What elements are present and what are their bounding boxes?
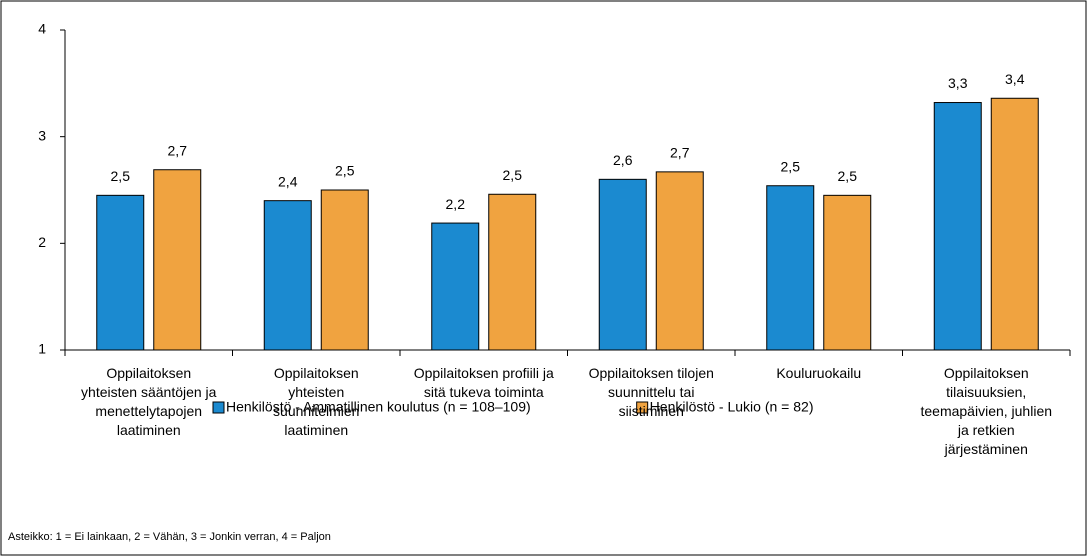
data-label: 3,3	[948, 75, 968, 91]
bar	[320, 189, 369, 351]
legend-swatch	[212, 401, 225, 414]
y-tick-label: 2	[38, 234, 46, 250]
x-tick-label: Oppilaitoksen yhteisten sääntöjen ja men…	[81, 365, 217, 438]
bar	[823, 194, 872, 351]
data-label: 3,4	[1005, 71, 1025, 87]
data-label: 2,7	[670, 145, 690, 161]
x-tick-label: Oppilaitoksen tilaisuuksien, teemapäivie…	[920, 365, 1053, 457]
bar	[488, 193, 537, 351]
data-label: 2,5	[111, 168, 131, 184]
bar	[990, 97, 1039, 351]
x-tick-label: Kouluruokailu	[776, 365, 862, 381]
bar	[655, 171, 704, 351]
x-tick-label: Oppilaitoksen profiili ja sitä tukeva to…	[413, 365, 554, 400]
bar	[766, 185, 815, 351]
bar	[96, 194, 145, 351]
note: Asteikko: 1 = Ei lainkaan, 2 = Vähän, 3 …	[8, 531, 331, 543]
data-label: 2,4	[278, 173, 298, 189]
data-label: 2,5	[781, 158, 801, 174]
data-label: 2,5	[838, 168, 858, 184]
legend-label: Henkilöstö - Ammatillinen koulutus (n = …	[226, 399, 531, 415]
legend-swatch	[636, 401, 649, 414]
bar	[598, 178, 647, 351]
data-label: 2,5	[503, 167, 523, 183]
data-label: 2,5	[335, 163, 355, 179]
data-label: 2,6	[613, 152, 633, 168]
bar	[431, 222, 480, 351]
bar	[263, 200, 312, 351]
data-label: 2,2	[446, 196, 466, 212]
bar	[153, 169, 202, 351]
y-tick-label: 1	[38, 341, 46, 357]
x-tick-label: Oppilaitoksen tilojen suunnittelu tai si…	[588, 365, 714, 419]
data-label: 2,7	[168, 142, 188, 158]
x-tick-label: Oppilaitoksen yhteisten suunnitelmien la…	[273, 365, 360, 438]
bar	[933, 102, 982, 351]
legend-label: Henkilöstö - Lukio (n = 82)	[650, 399, 814, 415]
y-tick-label: 4	[38, 21, 46, 37]
y-tick-label: 3	[38, 127, 46, 143]
